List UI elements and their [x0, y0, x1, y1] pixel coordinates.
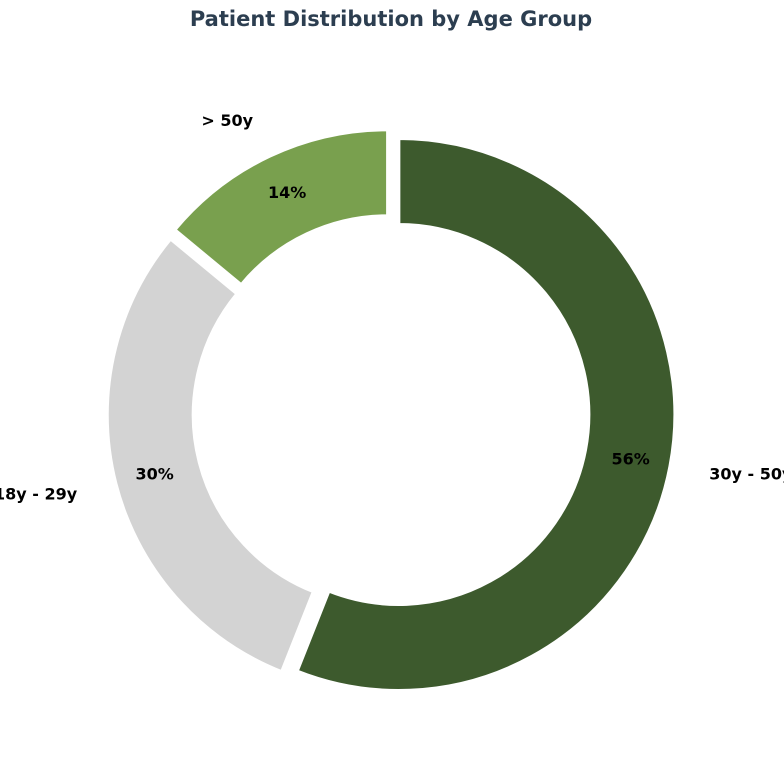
slice-3: [172, 128, 390, 287]
slice-category-label: 30y - 50y: [709, 465, 784, 484]
slice-category-label: > 50y: [201, 111, 253, 130]
slice-value-label: 30%: [136, 465, 174, 484]
slice-labels: 56% 30y - 50y 30% 18y - 29y 14% > 50y: [0, 111, 784, 504]
slice-1: [295, 136, 677, 692]
chart-title: Patient Distribution by Age Group: [190, 7, 592, 31]
slice-value-label: 14%: [268, 183, 306, 202]
slice-category-label: 18y - 29y: [0, 485, 78, 504]
slice-value-label: 56%: [612, 450, 650, 469]
slice-2: [105, 236, 316, 674]
donut-slices: [105, 128, 677, 692]
